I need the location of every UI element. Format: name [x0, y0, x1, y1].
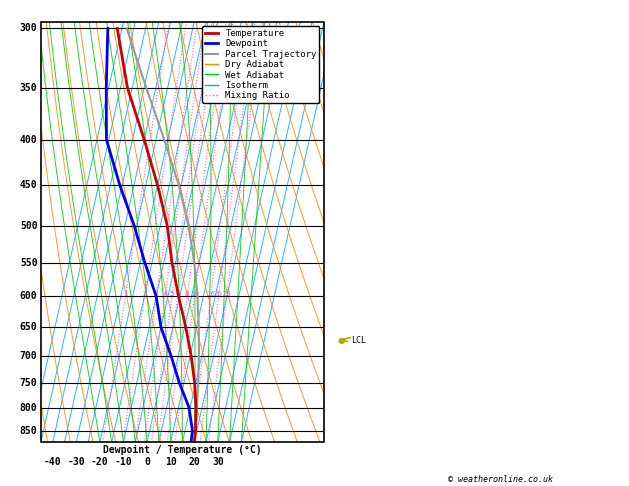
Text: 600: 600	[20, 292, 38, 301]
Text: 350: 350	[20, 83, 38, 93]
Text: 550: 550	[20, 258, 38, 268]
Text: 8: 8	[185, 291, 189, 297]
Text: 20: 20	[188, 457, 200, 467]
Bar	[41, 22, 324, 442]
Text: -40: -40	[44, 457, 62, 467]
Text: 650: 650	[20, 322, 38, 332]
Text: 4: 4	[163, 291, 167, 297]
Text: 25: 25	[222, 291, 231, 297]
Text: 750: 750	[20, 378, 38, 388]
Text: 400: 400	[20, 135, 38, 145]
Text: 0: 0	[144, 457, 150, 467]
Text: 30: 30	[212, 457, 224, 467]
Legend: Temperature, Dewpoint, Parcel Trajectory, Dry Adiabat, Wet Adiabat, Isotherm, Mi: Temperature, Dewpoint, Parcel Trajectory…	[202, 26, 320, 103]
Text: 850: 850	[20, 426, 38, 436]
Text: © weatheronline.co.uk: © weatheronline.co.uk	[448, 474, 552, 484]
Text: -20: -20	[91, 457, 109, 467]
Text: 10: 10	[165, 457, 177, 467]
Text: LCL: LCL	[351, 335, 366, 345]
Text: -10: -10	[114, 457, 132, 467]
Text: 2: 2	[142, 291, 147, 297]
Text: ●: ●	[337, 335, 345, 345]
Text: -30: -30	[67, 457, 85, 467]
Text: 6: 6	[175, 291, 180, 297]
Text: 5: 5	[170, 291, 174, 297]
Text: 450: 450	[20, 180, 38, 190]
Text: 10: 10	[190, 291, 199, 297]
Text: 500: 500	[20, 221, 38, 231]
Text: 1: 1	[123, 291, 128, 297]
X-axis label: Dewpoint / Temperature (°C): Dewpoint / Temperature (°C)	[103, 445, 262, 455]
Text: 20: 20	[214, 291, 223, 297]
Text: 3: 3	[154, 291, 159, 297]
Text: 300: 300	[20, 23, 38, 34]
Text: 16: 16	[206, 291, 215, 297]
Text: 800: 800	[20, 402, 38, 413]
Text: 700: 700	[20, 351, 38, 361]
